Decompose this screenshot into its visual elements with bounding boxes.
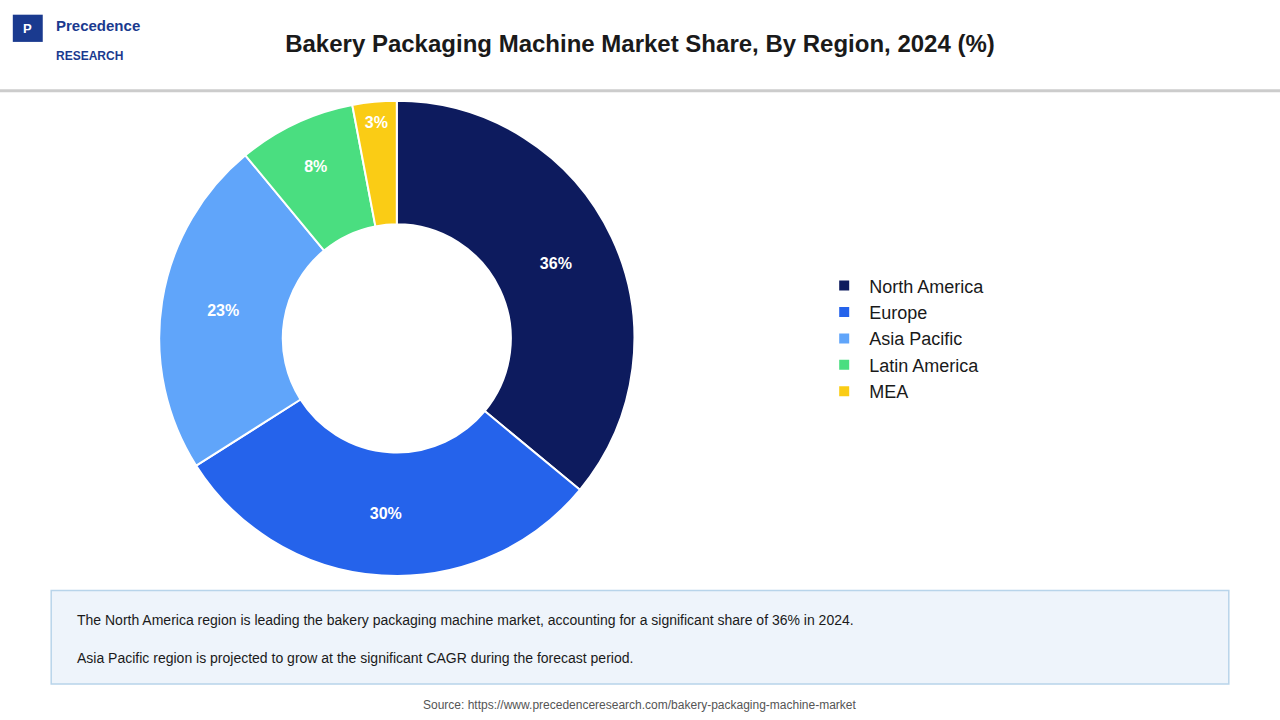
svg-text:RESEARCH: RESEARCH <box>56 49 123 63</box>
svg-text:Asia Pacific region is project: Asia Pacific region is projected to grow… <box>77 650 633 666</box>
svg-text:The North America region is le: The North America region is leading the … <box>77 612 854 628</box>
svg-text:Asia Pacific: Asia Pacific <box>869 329 962 349</box>
svg-text:Bakery Packaging Machine Marke: Bakery Packaging Machine Market Share, B… <box>285 30 995 57</box>
svg-text:MEA: MEA <box>869 382 908 402</box>
svg-text:30%: 30% <box>370 505 402 522</box>
svg-text:23%: 23% <box>207 302 239 319</box>
svg-text:Source: https://www.precedence: Source: https://www.precedenceresearch.c… <box>423 698 857 712</box>
svg-text:P: P <box>23 21 32 36</box>
svg-text:8%: 8% <box>304 158 327 175</box>
svg-text:North America: North America <box>869 277 984 297</box>
svg-text:3%: 3% <box>365 114 388 131</box>
svg-text:36%: 36% <box>540 255 572 272</box>
svg-text:Precedence: Precedence <box>56 17 140 34</box>
svg-text:Europe: Europe <box>869 303 927 323</box>
svg-text:Latin America: Latin America <box>869 356 979 376</box>
